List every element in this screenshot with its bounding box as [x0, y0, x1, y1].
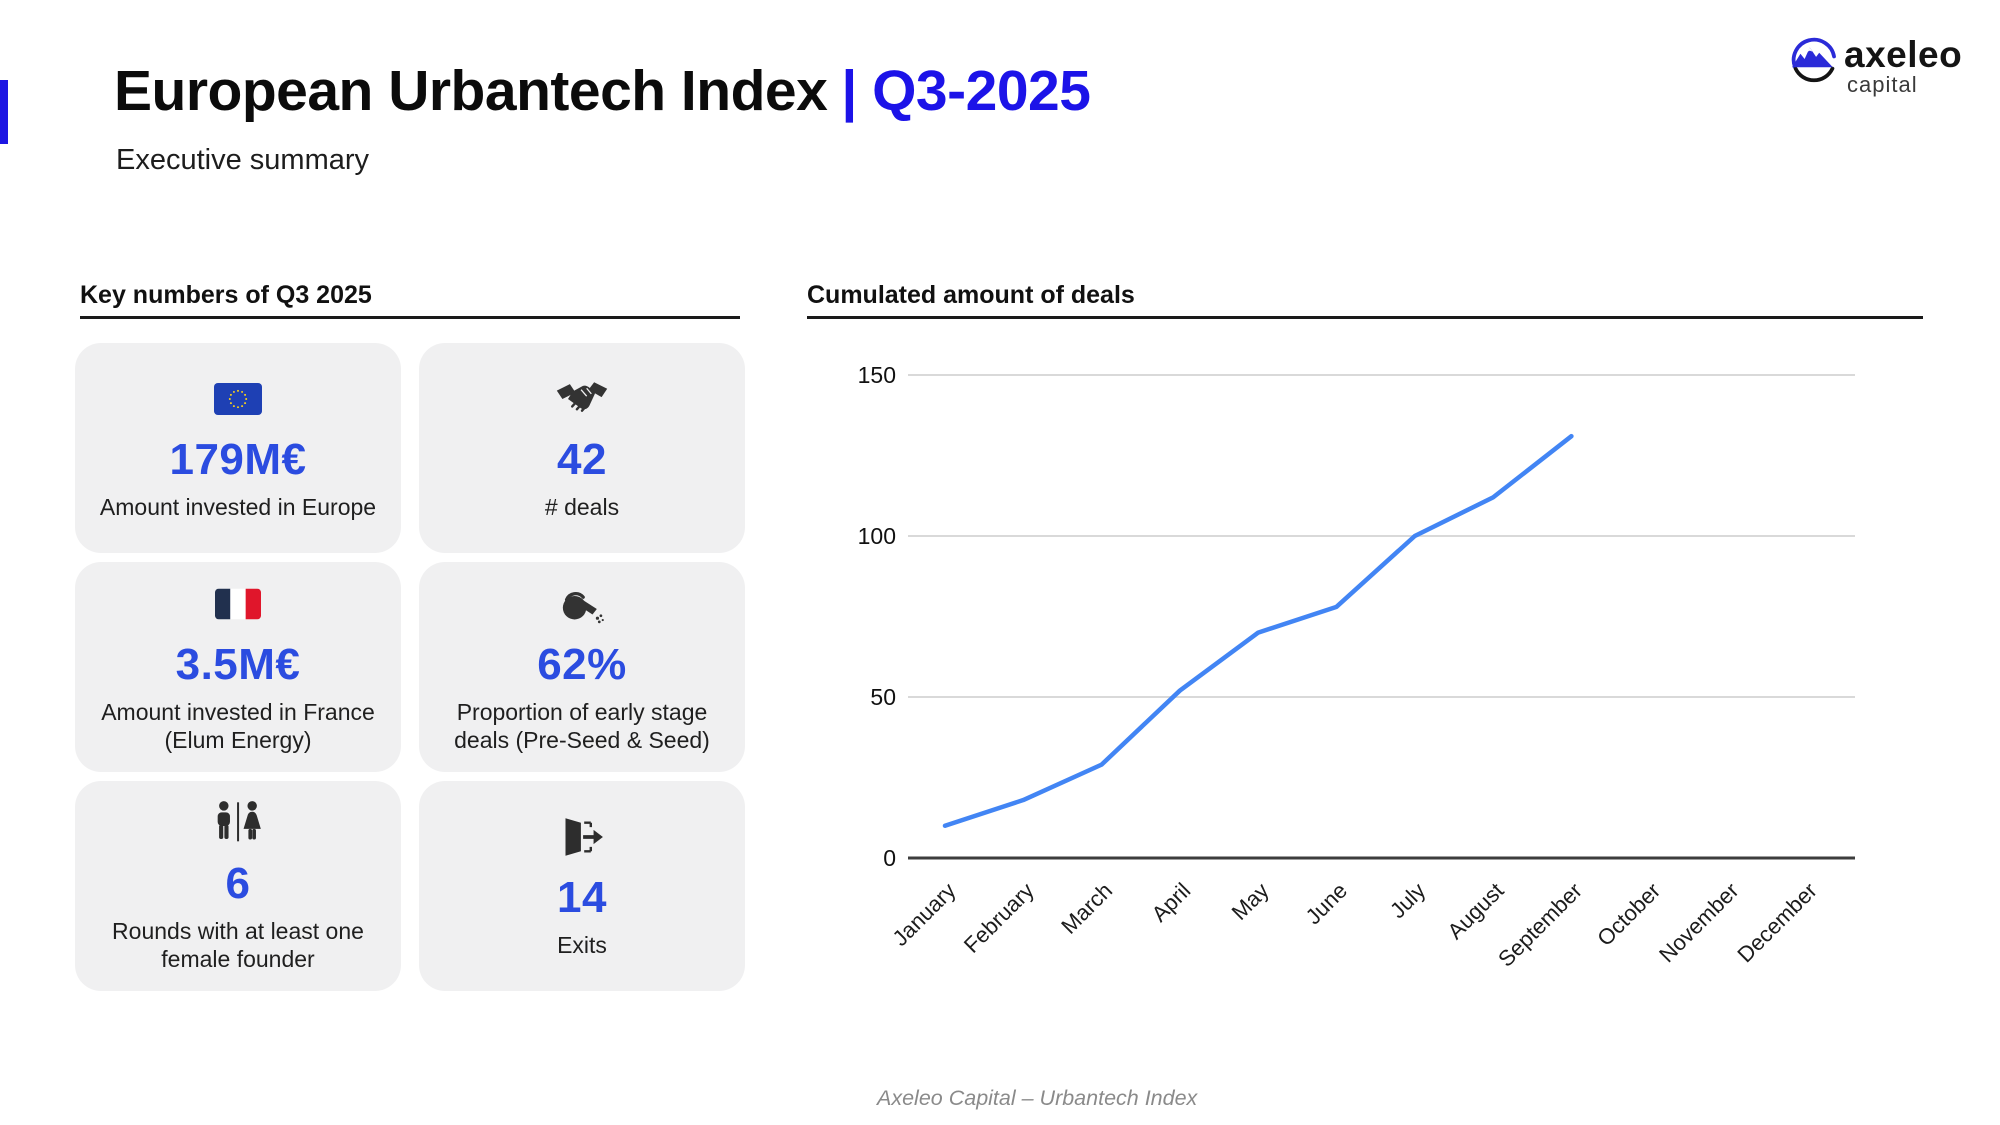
chart-title: Cumulated amount of deals [807, 281, 1135, 309]
axeleo-logo: axeleo capital [1790, 36, 1962, 96]
key-numbers-rule [80, 316, 740, 319]
x-month-label: June [1301, 878, 1352, 929]
x-month-label: January [888, 878, 961, 951]
card-early-stage: 62% Proportion of early stage deals (Pre… [419, 562, 745, 772]
watering-can-icon [558, 580, 606, 628]
deals-label: # deals [544, 493, 620, 520]
key-numbers-title: Key numbers of Q3 2025 [80, 281, 372, 309]
chart-rule [807, 316, 1923, 319]
deals-line-series [942, 433, 1574, 829]
logo-subname: capital [1847, 72, 1918, 97]
female-founders-label: Rounds with at least one female founder [112, 917, 364, 972]
y-tick-label: 0 [883, 845, 896, 871]
early-stage-value: 62% [537, 639, 627, 689]
x-month-label: March [1056, 878, 1117, 939]
page-title-black: European Urbantech Index [114, 59, 828, 123]
eu-flag-icon [214, 375, 262, 423]
female-founders-value: 6 [225, 858, 251, 908]
exits-label: Exits [557, 931, 607, 958]
x-month-label: August [1443, 878, 1509, 944]
card-exits: 14 Exits [419, 781, 745, 991]
x-month-label: February [959, 878, 1039, 958]
early-stage-label: Proportion of early stage deals (Pre-See… [454, 698, 710, 753]
x-month-label: October [1592, 878, 1665, 951]
deals-value: 42 [557, 434, 607, 484]
y-tick-label: 150 [858, 362, 896, 388]
accent-bar [0, 80, 8, 144]
x-month-label: December [1732, 878, 1821, 967]
amount-europe-value: 179M€ [169, 434, 307, 484]
logo-text: axeleo capital [1844, 36, 1962, 96]
france-flag-icon [215, 580, 261, 628]
amount-europe-label: Amount invested in Europe [99, 493, 377, 520]
x-month-label: September [1493, 878, 1587, 972]
handshake-icon [554, 375, 610, 423]
logo-name: axeleo [1844, 34, 1963, 75]
exit-door-icon [560, 813, 604, 861]
card-amount-europe: 179M€ Amount invested in Europe [75, 343, 401, 553]
card-deals: 42 # deals [419, 343, 745, 553]
y-tick-label: 50 [870, 684, 896, 710]
card-female-founders: 6 Rounds with at least one female founde… [75, 781, 401, 991]
page-subtitle: Executive summary [116, 144, 370, 176]
page-title-quarter: | Q3-2025 [841, 59, 1091, 123]
key-numbers-grid: 179M€ Amount invested in Europe 42 # dea… [75, 343, 745, 991]
amount-france-value: 3.5M€ [175, 639, 301, 689]
y-tick-label: 100 [858, 523, 896, 549]
x-month-label: July [1385, 878, 1430, 923]
amount-france-label: Amount invested in France (Elum Energy) [101, 698, 375, 753]
mountain-circle-icon [1790, 36, 1838, 89]
x-month-label: November [1654, 878, 1743, 967]
page-title: European Urbantech Index | Q3-2025 [114, 58, 1091, 124]
x-month-label: May [1227, 878, 1274, 925]
card-amount-france: 3.5M€ Amount invested in France (Elum En… [75, 562, 401, 772]
restroom-icon [212, 799, 264, 847]
x-month-label: April [1147, 878, 1196, 927]
exits-value: 14 [557, 872, 607, 922]
footer-note: Axeleo Capital – Urbantech Index [877, 1086, 1198, 1110]
